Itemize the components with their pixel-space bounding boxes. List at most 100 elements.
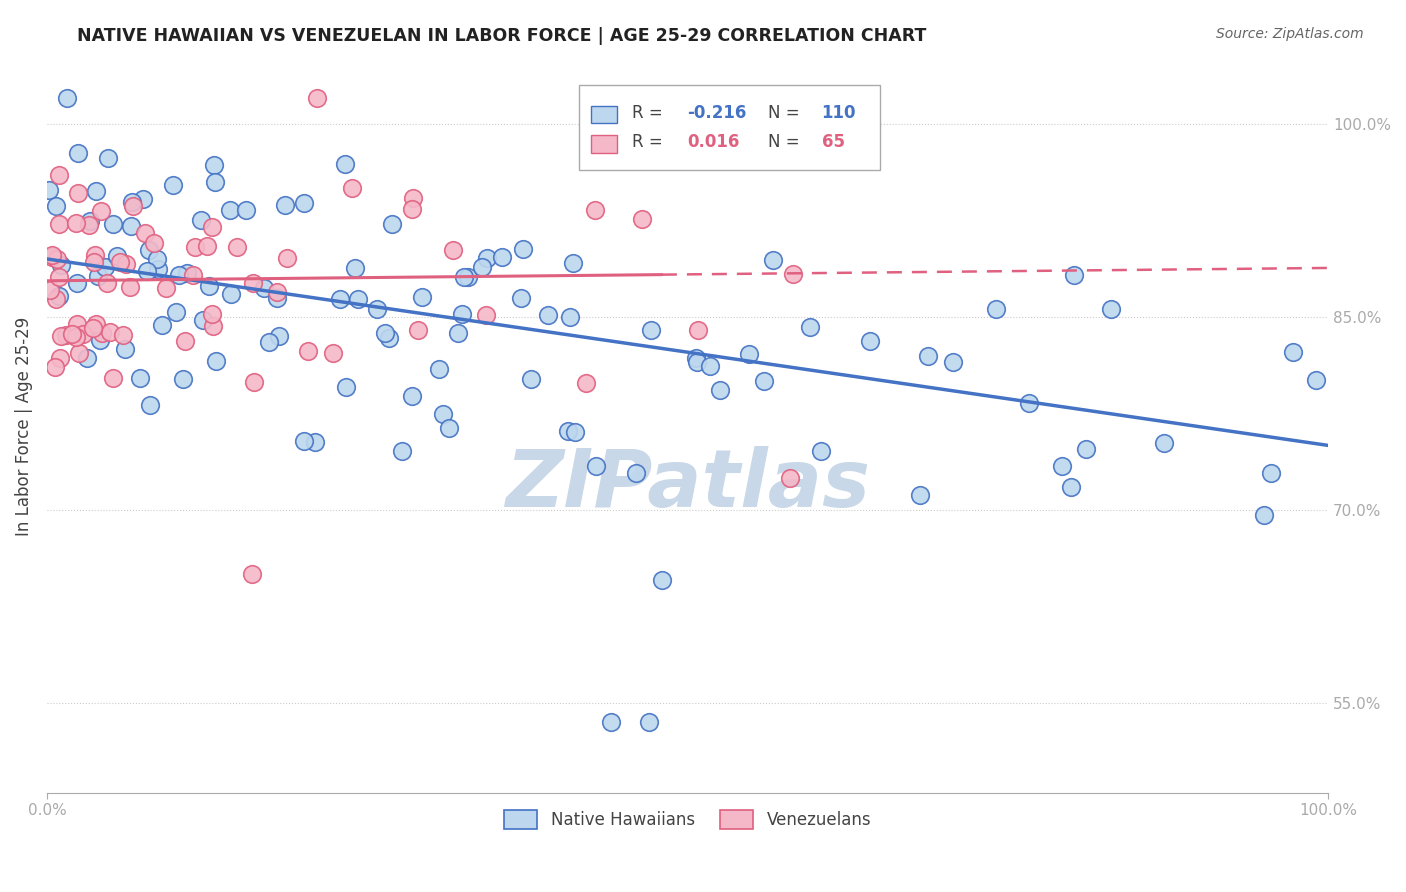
Point bbox=[49, 329, 72, 343]
Point bbox=[512, 242, 534, 256]
Point bbox=[519, 372, 541, 386]
Point bbox=[624, 467, 647, 481]
FancyBboxPatch shape bbox=[579, 86, 880, 169]
Point bbox=[335, 380, 357, 394]
Point bbox=[471, 260, 494, 275]
Point bbox=[129, 371, 152, 385]
Point bbox=[329, 292, 352, 306]
Point bbox=[142, 236, 165, 251]
Point bbox=[221, 287, 243, 301]
Text: 110: 110 bbox=[821, 104, 856, 122]
Point bbox=[131, 192, 153, 206]
Point bbox=[98, 326, 121, 340]
Point bbox=[427, 362, 450, 376]
Point bbox=[121, 194, 143, 209]
Point bbox=[630, 211, 652, 226]
Point bbox=[917, 349, 939, 363]
Legend: Native Hawaiians, Venezuelans: Native Hawaiians, Venezuelans bbox=[498, 803, 877, 836]
Point bbox=[174, 334, 197, 348]
Point bbox=[1063, 268, 1085, 283]
Point bbox=[942, 355, 965, 369]
Point bbox=[342, 181, 364, 195]
Point bbox=[49, 351, 72, 365]
Point bbox=[235, 203, 257, 218]
Point bbox=[437, 420, 460, 434]
Point bbox=[709, 383, 731, 397]
Point bbox=[510, 291, 533, 305]
Point bbox=[114, 257, 136, 271]
Point bbox=[90, 204, 112, 219]
Point bbox=[411, 290, 433, 304]
Point bbox=[91, 326, 114, 340]
Point bbox=[56, 91, 79, 105]
Point bbox=[401, 191, 423, 205]
Point bbox=[67, 346, 90, 360]
Text: -0.216: -0.216 bbox=[688, 104, 747, 122]
Point bbox=[391, 444, 413, 458]
Point bbox=[557, 424, 579, 438]
Point bbox=[55, 327, 77, 342]
Point bbox=[138, 243, 160, 257]
Point bbox=[274, 198, 297, 212]
Point bbox=[381, 217, 404, 231]
Point bbox=[266, 285, 288, 299]
Point bbox=[491, 251, 513, 265]
Point bbox=[72, 326, 94, 341]
Point bbox=[79, 218, 101, 232]
Point bbox=[103, 370, 125, 384]
Point bbox=[401, 202, 423, 217]
Point bbox=[79, 214, 101, 228]
Point bbox=[86, 184, 108, 198]
Point bbox=[1050, 459, 1073, 474]
Point bbox=[335, 156, 357, 170]
Point bbox=[266, 291, 288, 305]
Point bbox=[191, 313, 214, 327]
Point bbox=[810, 444, 832, 458]
Point bbox=[408, 323, 430, 337]
Point bbox=[583, 202, 606, 217]
Point bbox=[226, 240, 249, 254]
Point bbox=[986, 301, 1008, 316]
Point bbox=[322, 346, 344, 360]
Point bbox=[66, 318, 89, 332]
Point bbox=[86, 317, 108, 331]
Point bbox=[297, 344, 319, 359]
Point bbox=[292, 434, 315, 448]
Point bbox=[167, 268, 190, 282]
Point bbox=[44, 199, 66, 213]
Point bbox=[640, 322, 662, 336]
Point bbox=[292, 195, 315, 210]
Point bbox=[346, 293, 368, 307]
Point bbox=[1099, 301, 1122, 316]
Point bbox=[799, 319, 821, 334]
Point bbox=[89, 334, 111, 348]
Point bbox=[344, 261, 367, 276]
Point bbox=[183, 268, 205, 282]
Point bbox=[97, 151, 120, 165]
Point bbox=[162, 178, 184, 192]
Point bbox=[65, 216, 87, 230]
Point bbox=[48, 269, 70, 284]
Point bbox=[374, 326, 396, 340]
Point bbox=[93, 260, 115, 275]
Point bbox=[686, 355, 709, 369]
Point bbox=[120, 279, 142, 293]
Point bbox=[46, 252, 69, 266]
Point bbox=[103, 217, 125, 231]
Point bbox=[66, 145, 89, 160]
Point bbox=[202, 158, 225, 172]
Point bbox=[366, 301, 388, 316]
Point bbox=[197, 239, 219, 253]
Text: NATIVE HAWAIIAN VS VENEZUELAN IN LABOR FORCE | AGE 25-29 CORRELATION CHART: NATIVE HAWAIIAN VS VENEZUELAN IN LABOR F… bbox=[77, 27, 927, 45]
Point bbox=[166, 305, 188, 319]
Point bbox=[401, 389, 423, 403]
Point bbox=[242, 375, 264, 389]
Point bbox=[242, 276, 264, 290]
Point bbox=[441, 243, 464, 257]
Point bbox=[60, 326, 83, 341]
Point bbox=[201, 219, 224, 234]
Text: 65: 65 bbox=[821, 134, 845, 152]
Point bbox=[204, 354, 226, 368]
Point bbox=[1153, 436, 1175, 450]
Point bbox=[453, 270, 475, 285]
